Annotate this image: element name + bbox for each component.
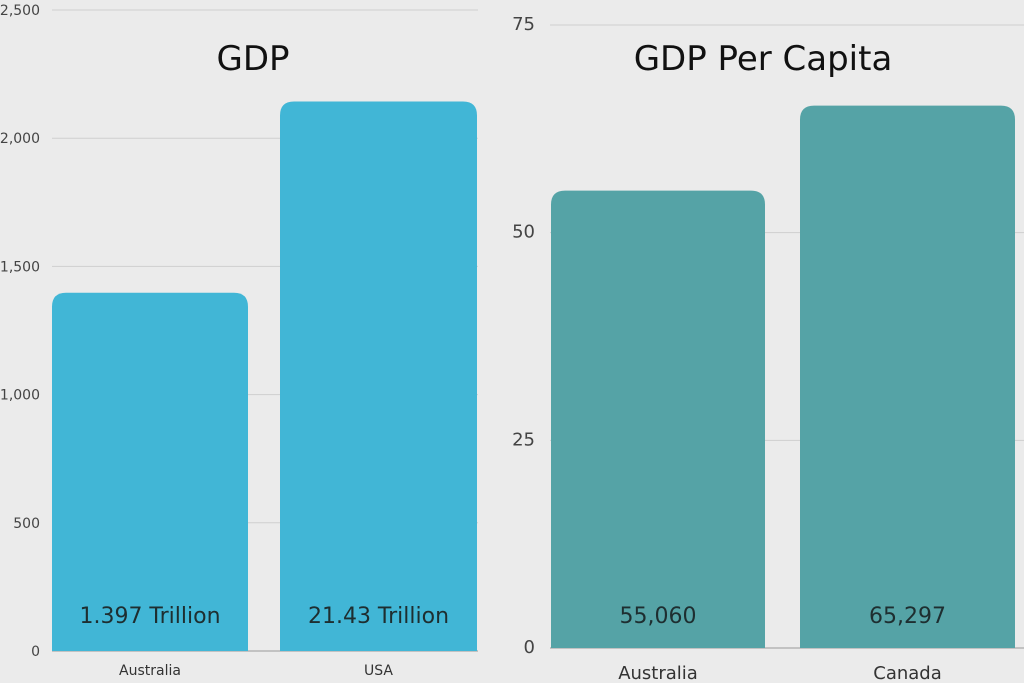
x-tick-label: USA [364,663,393,679]
chart-gdp: 0 500 1,000 1,500 2,000 2,500 GDP 1.397 Trillio… [0,3,478,679]
chart-title: GDP [216,39,289,79]
data-label: 21.43 Trillion [308,604,449,629]
y-tick-label: 0 [524,637,535,658]
y-tick-label: 1,500 [0,259,40,275]
x-tick-label: Australia [618,663,698,683]
data-label: 65,297 [869,604,946,629]
y-tick-label: 1,000 [0,388,40,404]
chart-gdp-per-capita: 0 25 50 75 GDP Per Capita 55,060 Australia 65,2… [512,14,1024,683]
y-tick-label: 25 [512,429,535,450]
bar-australia [52,292,248,651]
bar-usa [280,101,477,652]
y-tick-label: 50 [512,222,535,243]
x-tick-label: Australia [119,663,181,679]
chart-title: GDP Per Capita [634,39,893,79]
y-tick-label: 0 [31,644,40,660]
x-tick-label: Canada [873,663,942,683]
bar-canada [800,105,1015,648]
y-tick-label: 500 [13,516,40,532]
bar-australia [551,190,765,648]
y-tick-label: 2,500 [0,3,40,19]
y-tick-label: 75 [512,14,535,35]
data-label: 55,060 [620,604,697,629]
y-tick-label: 2,000 [0,131,40,147]
data-label: 1.397 Trillion [79,604,220,629]
